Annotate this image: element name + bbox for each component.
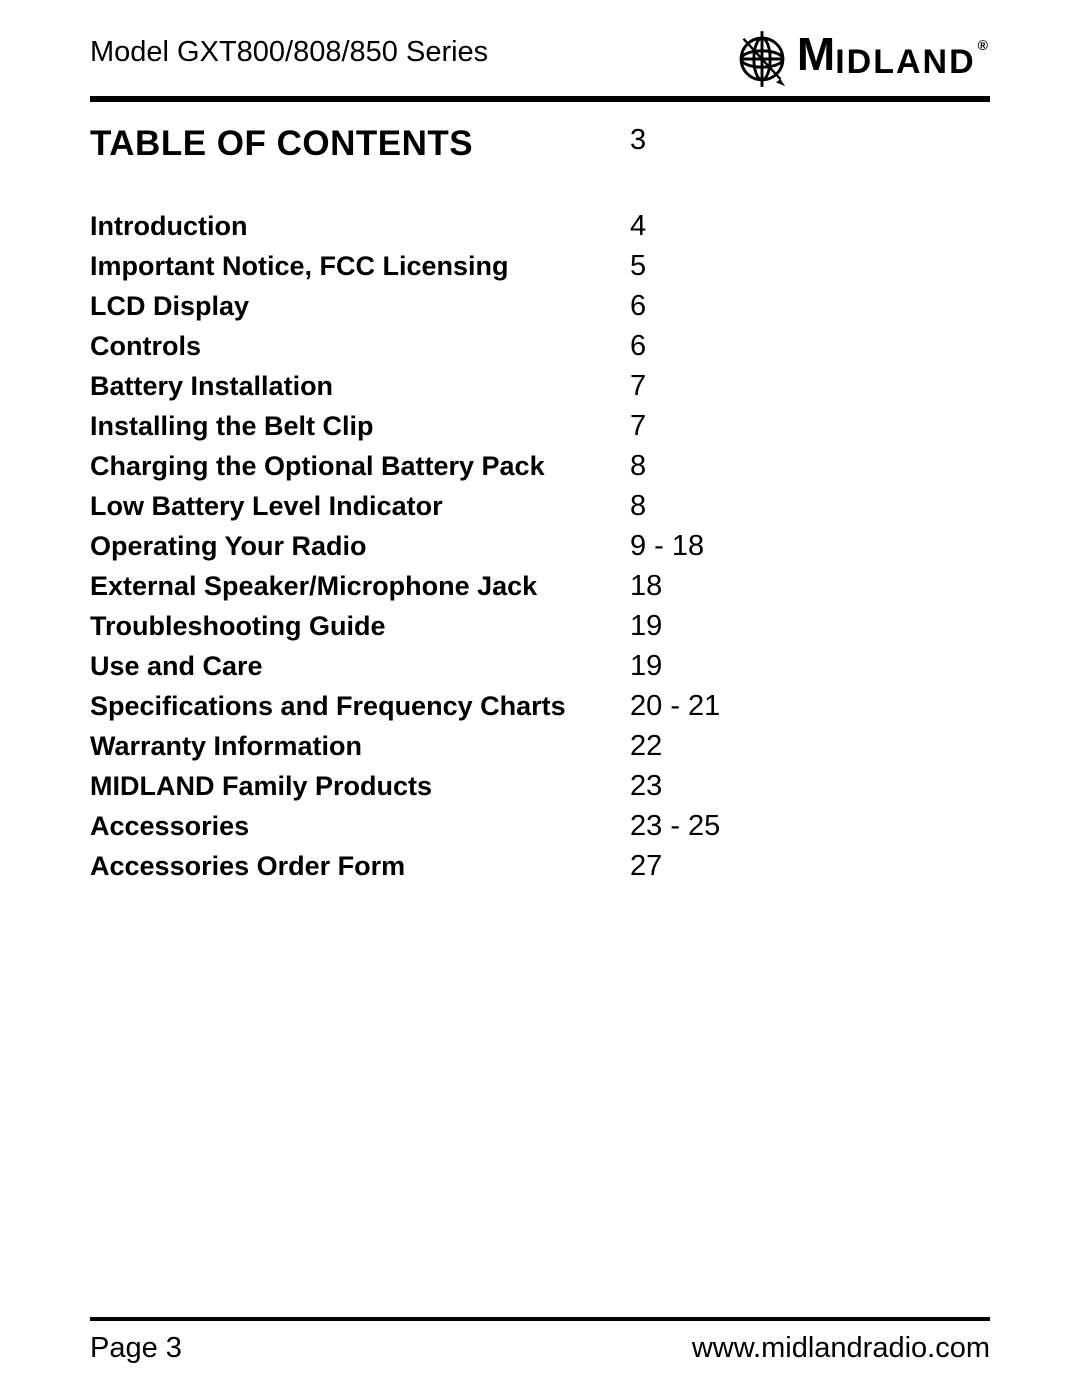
toc-entry-page: 5: [630, 246, 646, 286]
header-rule: [90, 96, 990, 102]
toc-row: MIDLAND Family Products23: [90, 766, 990, 806]
toc-row: Installing the Belt Clip7: [90, 406, 990, 446]
toc-entry-page: 22: [630, 726, 662, 766]
brand-rest: IDLAND: [835, 37, 975, 82]
brand-logo: M IDLAND ®: [733, 30, 990, 88]
title-row: TABLE OF CONTENTS 3: [90, 124, 990, 164]
toc-entry-page: 18: [630, 566, 662, 606]
toc-entry-title: Troubleshooting Guide: [90, 606, 630, 646]
footer-url: www.midlandradio.com: [692, 1332, 990, 1365]
toc-row: Controls6: [90, 326, 990, 366]
toc-entry-page: 8: [630, 486, 646, 526]
toc-entry-page: 9 - 18: [630, 526, 704, 566]
toc-row: Low Battery Level Indicator8: [90, 486, 990, 526]
toc-row: Accessories23 - 25: [90, 806, 990, 846]
toc-row: Battery Installation7: [90, 366, 990, 406]
toc-entry-page: 4: [630, 206, 646, 246]
toc-row: Operating Your Radio9 - 18: [90, 526, 990, 566]
toc-entry-page: 23: [630, 766, 662, 806]
toc-entry-title: Warranty Information: [90, 726, 630, 766]
toc-entry-title: Installing the Belt Clip: [90, 406, 630, 446]
toc-list: Introduction4Important Notice, FCC Licen…: [90, 206, 990, 886]
toc-entry-title: Important Notice, FCC Licensing: [90, 246, 630, 286]
toc-entry-page: 6: [630, 326, 646, 366]
toc-entry-page: 7: [630, 366, 646, 406]
toc-heading: TABLE OF CONTENTS: [90, 124, 630, 164]
toc-entry-page: 19: [630, 646, 662, 686]
toc-entry-title: Low Battery Level Indicator: [90, 486, 630, 526]
toc-entry-title: Controls: [90, 326, 630, 366]
toc-heading-page: 3: [630, 124, 646, 164]
toc-row: Warranty Information22: [90, 726, 990, 766]
toc-row: Specifications and Frequency Charts20 - …: [90, 686, 990, 726]
toc-entry-page: 19: [630, 606, 662, 646]
toc-entry-page: 8: [630, 446, 646, 486]
toc-entry-title: Use and Care: [90, 646, 630, 686]
toc-entry-title: Accessories Order Form: [90, 846, 630, 886]
globe-icon: [733, 30, 791, 88]
toc-row: Accessories Order Form27: [90, 846, 990, 886]
toc-entry-page: 20 - 21: [630, 686, 720, 726]
footer-rule: [90, 1317, 990, 1321]
toc-entry-title: Specifications and Frequency Charts: [90, 686, 630, 726]
toc-entry-title: Introduction: [90, 206, 630, 246]
toc-entry-title: Battery Installation: [90, 366, 630, 406]
document-page: Model GXT800/808/850 Series M IDLAND ® T…: [0, 0, 1080, 1397]
toc-entry-page: 23 - 25: [630, 806, 720, 846]
toc-entry-title: Operating Your Radio: [90, 526, 630, 566]
footer-page-label: Page 3: [90, 1332, 182, 1365]
registered-mark: ®: [976, 37, 990, 53]
toc-entry-title: LCD Display: [90, 286, 630, 326]
toc-entry-title: MIDLAND Family Products: [90, 766, 630, 806]
toc-entry-page: 7: [630, 406, 646, 446]
toc-entry-title: Charging the Optional Battery Pack: [90, 446, 630, 486]
toc-entry-title: Accessories: [90, 806, 630, 846]
header: Model GXT800/808/850 Series M IDLAND ®: [90, 30, 990, 88]
toc-row: Introduction4: [90, 206, 990, 246]
toc-entry-page: 6: [630, 286, 646, 326]
toc-row: Important Notice, FCC Licensing5: [90, 246, 990, 286]
brand-wordmark: M IDLAND ®: [797, 37, 990, 82]
toc-row: Troubleshooting Guide19: [90, 606, 990, 646]
toc-row: LCD Display6: [90, 286, 990, 326]
toc-entry-page: 27: [630, 846, 662, 886]
toc-row: Use and Care19: [90, 646, 990, 686]
toc-entry-title: External Speaker/Microphone Jack: [90, 566, 630, 606]
model-line: Model GXT800/808/850 Series: [90, 30, 488, 69]
toc-row: Charging the Optional Battery Pack8: [90, 446, 990, 486]
brand-letter-m: M: [797, 37, 835, 71]
toc-row: External Speaker/Microphone Jack18: [90, 566, 990, 606]
footer: Page 3 www.midlandradio.com: [90, 1332, 990, 1365]
